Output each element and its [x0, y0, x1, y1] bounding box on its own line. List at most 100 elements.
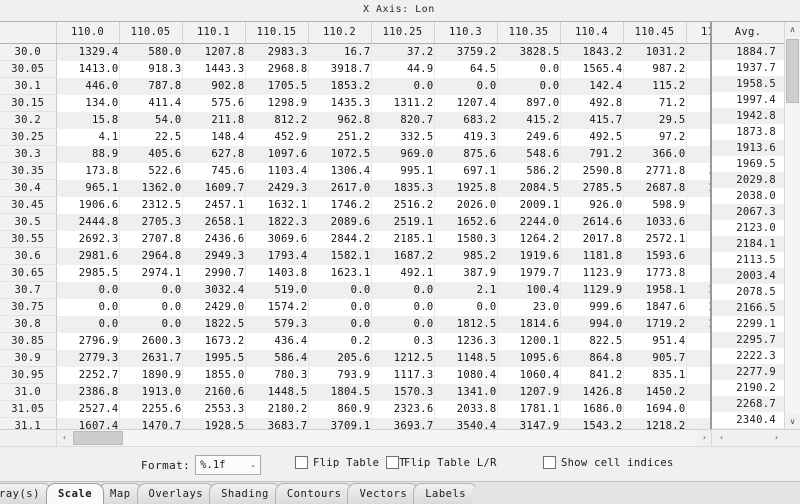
- row-header-12[interactable]: 30.6: [0, 247, 57, 265]
- cell-r17-c4[interactable]: 0.2: [308, 332, 372, 350]
- cell-r9-c10[interactable]: 176.4: [686, 196, 710, 214]
- cell-r0-c6[interactable]: 3759.2: [434, 43, 498, 61]
- cell-r13-c0[interactable]: 2985.5: [56, 264, 120, 282]
- cell-r21-c2[interactable]: 2553.3: [182, 400, 246, 418]
- cell-r14-c5[interactable]: 0.0: [371, 281, 435, 299]
- horizontal-scroll-thumb[interactable]: [73, 431, 123, 445]
- cell-r17-c10[interactable]: 1254.0: [686, 332, 710, 350]
- cell-r10-c9[interactable]: 1033.6: [623, 213, 687, 231]
- cell-r12-c0[interactable]: 2981.6: [56, 247, 120, 265]
- row-header-1[interactable]: 30.05: [0, 60, 57, 78]
- cell-r6-c9[interactable]: 366.0: [623, 145, 687, 163]
- cell-r9-c0[interactable]: 1906.6: [56, 196, 120, 214]
- cell-r18-c0[interactable]: 2779.3: [56, 349, 120, 367]
- cell-r3-c4[interactable]: 1435.3: [308, 94, 372, 112]
- cell-r12-c10[interactable]: 1430.9: [686, 247, 710, 265]
- average-cell-r14[interactable]: 2003.4: [712, 268, 784, 284]
- cell-r18-c10[interactable]: 849.9: [686, 349, 710, 367]
- cell-r12-c3[interactable]: 1793.4: [245, 247, 309, 265]
- column-header-9[interactable]: 110.45: [623, 22, 687, 44]
- cell-r5-c9[interactable]: 97.2: [623, 128, 687, 146]
- cell-r6-c2[interactable]: 627.8: [182, 145, 246, 163]
- row-header-19[interactable]: 30.95: [0, 366, 57, 384]
- cell-r14-c2[interactable]: 3032.4: [182, 281, 246, 299]
- cell-r10-c5[interactable]: 2519.1: [371, 213, 435, 231]
- cell-r15-c3[interactable]: 1574.2: [245, 298, 309, 316]
- cell-r2-c8[interactable]: 142.4: [560, 77, 624, 95]
- row-header-16[interactable]: 30.8: [0, 315, 57, 333]
- cell-r2-c9[interactable]: 115.2: [623, 77, 687, 95]
- row-header-3[interactable]: 30.15: [0, 94, 57, 112]
- column-header-8[interactable]: 110.4: [560, 22, 624, 44]
- scroll-down-arrow-icon[interactable]: ∨: [785, 414, 800, 429]
- column-header-10[interactable]: 110.5: [686, 22, 710, 44]
- flip-table-bt-checkbox[interactable]: [295, 456, 308, 469]
- cell-r10-c3[interactable]: 1822.3: [245, 213, 309, 231]
- cell-r19-c4[interactable]: 793.9: [308, 366, 372, 384]
- cell-r7-c5[interactable]: 995.1: [371, 162, 435, 180]
- cell-r10-c6[interactable]: 1652.6: [434, 213, 498, 231]
- cell-r1-c5[interactable]: 44.9: [371, 60, 435, 78]
- cell-r5-c0[interactable]: 4.1: [56, 128, 120, 146]
- cell-r16-c4[interactable]: 0.0: [308, 315, 372, 333]
- cell-r20-c5[interactable]: 1570.3: [371, 383, 435, 401]
- cell-r1-c6[interactable]: 64.5: [434, 60, 498, 78]
- cell-r6-c8[interactable]: 791.2: [560, 145, 624, 163]
- cell-r18-c9[interactable]: 905.7: [623, 349, 687, 367]
- show-cell-indices-checkbox-group[interactable]: Show cell indices: [543, 456, 674, 469]
- cell-r4-c5[interactable]: 820.7: [371, 111, 435, 129]
- cell-r22-c7[interactable]: 3147.9: [497, 417, 561, 429]
- cell-r12-c8[interactable]: 1181.8: [560, 247, 624, 265]
- cell-r22-c4[interactable]: 3709.1: [308, 417, 372, 429]
- cell-r5-c7[interactable]: 249.6: [497, 128, 561, 146]
- row-header-18[interactable]: 30.9: [0, 349, 57, 367]
- cell-r20-c1[interactable]: 1913.0: [119, 383, 183, 401]
- cell-r20-c4[interactable]: 1804.5: [308, 383, 372, 401]
- cell-r12-c9[interactable]: 1593.6: [623, 247, 687, 265]
- cell-r6-c10[interactable]: 85.6: [686, 145, 710, 163]
- cell-r19-c6[interactable]: 1080.4: [434, 366, 498, 384]
- cell-r21-c5[interactable]: 2323.6: [371, 400, 435, 418]
- cell-r15-c2[interactable]: 2429.0: [182, 298, 246, 316]
- cell-r1-c7[interactable]: 0.0: [497, 60, 561, 78]
- column-header-0[interactable]: 110.0: [56, 22, 120, 44]
- cell-r17-c2[interactable]: 1673.2: [182, 332, 246, 350]
- cell-r2-c7[interactable]: 0.0: [497, 77, 561, 95]
- cell-r7-c7[interactable]: 586.2: [497, 162, 561, 180]
- horizontal-scrollbar[interactable]: ‹ › ‹ ›: [57, 430, 800, 446]
- cell-r22-c10[interactable]: 686.7: [686, 417, 710, 429]
- average-cell-r11[interactable]: 2123.0: [712, 220, 784, 236]
- cell-r21-c1[interactable]: 2255.6: [119, 400, 183, 418]
- cell-r17-c8[interactable]: 822.5: [560, 332, 624, 350]
- cell-r22-c6[interactable]: 3540.4: [434, 417, 498, 429]
- cell-r10-c8[interactable]: 2614.6: [560, 213, 624, 231]
- cell-r13-c7[interactable]: 1979.7: [497, 264, 561, 282]
- cell-r21-c3[interactable]: 2180.2: [245, 400, 309, 418]
- average-cell-r21[interactable]: 2190.2: [712, 380, 784, 396]
- scroll-left-arrow-icon[interactable]: ‹: [57, 430, 72, 446]
- cell-r4-c8[interactable]: 415.7: [560, 111, 624, 129]
- cell-r22-c1[interactable]: 1470.7: [119, 417, 183, 429]
- cell-r14-c4[interactable]: 0.0: [308, 281, 372, 299]
- cell-r1-c10[interactable]: 695.8: [686, 60, 710, 78]
- row-header-8[interactable]: 30.4: [0, 179, 57, 197]
- average-cell-r1[interactable]: 1937.7: [712, 60, 784, 76]
- average-cell-r15[interactable]: 2078.5: [712, 284, 784, 300]
- row-header-22[interactable]: 31.1: [0, 417, 57, 429]
- cell-r6-c4[interactable]: 1072.5: [308, 145, 372, 163]
- flip-table-lr-checkbox[interactable]: [386, 456, 399, 469]
- average-cell-r9[interactable]: 2038.0: [712, 188, 784, 204]
- average-cell-r7[interactable]: 1969.5: [712, 156, 784, 172]
- cell-r9-c7[interactable]: 2009.1: [497, 196, 561, 214]
- cell-r16-c7[interactable]: 1814.6: [497, 315, 561, 333]
- tab-contours[interactable]: Contours: [274, 483, 354, 504]
- cell-r17-c1[interactable]: 2600.3: [119, 332, 183, 350]
- cell-r17-c9[interactable]: 951.4: [623, 332, 687, 350]
- cell-r6-c5[interactable]: 969.0: [371, 145, 435, 163]
- cell-r10-c10[interactable]: 583.9: [686, 213, 710, 231]
- cell-r11-c6[interactable]: 1580.3: [434, 230, 498, 248]
- average-cell-r13[interactable]: 2113.5: [712, 252, 784, 268]
- cell-r8-c3[interactable]: 2429.3: [245, 179, 309, 197]
- row-header-9[interactable]: 30.45: [0, 196, 57, 214]
- cell-r3-c3[interactable]: 1298.9: [245, 94, 309, 112]
